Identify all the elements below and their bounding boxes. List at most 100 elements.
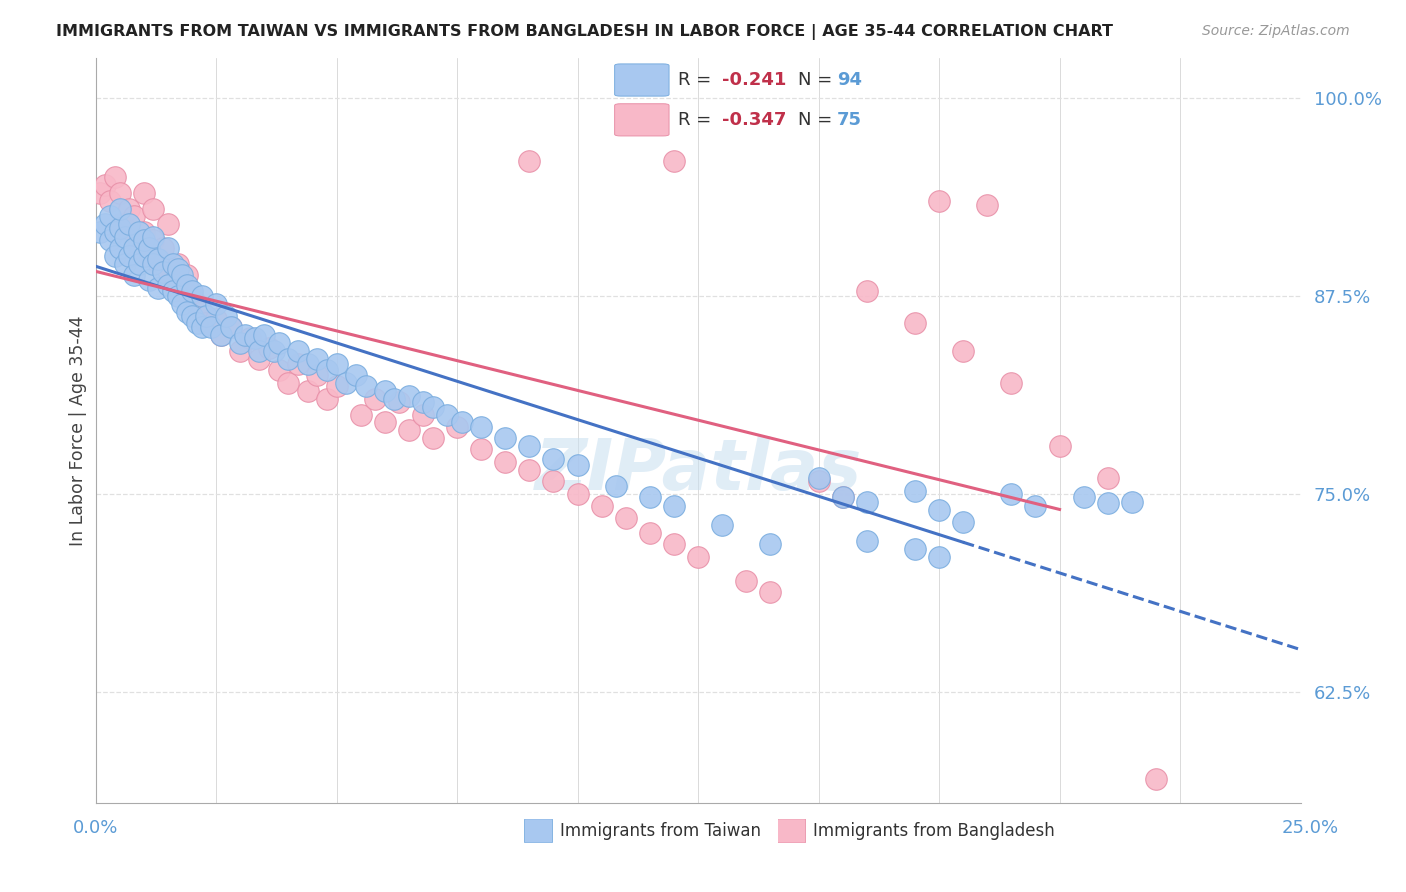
Point [388,395,411,409]
Point [1000,376,1022,390]
Point [181,288,204,302]
Point [229,344,252,359]
Point [638,490,661,504]
Point [108,241,131,255]
Point [209,328,232,343]
Point [277,376,299,390]
FancyBboxPatch shape [778,819,806,843]
Point [162,277,184,292]
Point [156,268,179,282]
Point [422,400,444,414]
Point [614,510,637,524]
Point [412,408,434,422]
Point [104,225,127,239]
Point [172,296,194,310]
Point [831,490,853,504]
Point [132,233,155,247]
Text: R =: R = [678,111,717,128]
Point [108,218,131,232]
Point [316,363,339,377]
Point [807,474,830,488]
Point [128,257,150,271]
Point [162,284,184,298]
Point [267,336,290,351]
Point [297,384,319,398]
Point [122,210,145,224]
Point [446,420,468,434]
Point [138,249,160,263]
Point [142,230,165,244]
Point [297,357,319,371]
Point [567,487,589,501]
Text: 25.0%: 25.0% [1282,819,1339,837]
Point [148,281,170,295]
Text: Source: ZipAtlas.com: Source: ZipAtlas.com [1202,24,1350,38]
Point [229,336,252,351]
Point [364,392,387,406]
Point [156,241,179,255]
Text: -0.347: -0.347 [721,111,786,128]
Point [855,534,877,549]
Point [132,249,155,263]
Point [519,439,541,453]
Point [186,316,208,330]
Text: N =: N = [797,111,838,128]
Point [142,233,165,247]
Point [662,500,685,514]
Point [904,483,927,498]
Point [239,331,262,345]
Point [118,249,141,263]
Point [233,328,256,343]
Point [638,526,661,541]
Point [162,257,184,271]
Point [543,451,565,466]
Point [267,363,290,377]
Point [1121,494,1143,508]
Point [316,392,339,406]
Point [976,198,998,212]
Point [156,218,179,232]
Text: Immigrants from Taiwan: Immigrants from Taiwan [560,822,761,840]
Point [186,296,208,310]
Point [952,344,974,359]
Point [928,502,950,516]
Point [195,310,218,324]
Point [335,376,357,390]
Point [132,186,155,200]
Point [195,316,218,330]
Point [325,379,347,393]
FancyBboxPatch shape [614,64,669,96]
Point [412,395,434,409]
Point [422,431,444,445]
Point [118,202,141,216]
Point [1097,471,1119,485]
Point [249,352,271,367]
Point [470,420,492,434]
Point [104,169,127,184]
Point [190,288,212,302]
Text: R =: R = [678,71,717,89]
Point [1073,490,1095,504]
Point [122,268,145,282]
Point [209,328,232,343]
Point [374,416,396,430]
Point [219,320,242,334]
Point [307,368,329,382]
Point [249,344,271,359]
Point [1097,496,1119,510]
Point [118,218,141,232]
Point [219,320,242,334]
Text: 0.0%: 0.0% [73,819,118,837]
Point [138,241,160,255]
Point [711,518,734,533]
Point [354,379,377,393]
Point [952,516,974,530]
Point [176,304,198,318]
Point [98,210,121,224]
Point [166,261,188,276]
Point [142,202,165,216]
Point [759,585,782,599]
Point [831,490,853,504]
Point [253,328,276,343]
Point [122,233,145,247]
